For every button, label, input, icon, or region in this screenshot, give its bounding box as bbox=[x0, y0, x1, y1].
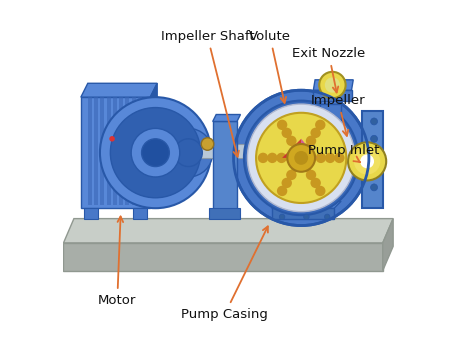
Polygon shape bbox=[88, 97, 92, 205]
Circle shape bbox=[286, 136, 297, 146]
Polygon shape bbox=[313, 80, 353, 90]
Circle shape bbox=[371, 184, 377, 191]
Circle shape bbox=[286, 170, 297, 180]
Polygon shape bbox=[383, 219, 393, 271]
Circle shape bbox=[310, 128, 321, 138]
Circle shape bbox=[142, 139, 169, 167]
Circle shape bbox=[310, 178, 321, 188]
Text: Exit Nozzle: Exit Nozzle bbox=[292, 47, 365, 92]
Polygon shape bbox=[119, 97, 123, 205]
Circle shape bbox=[256, 113, 346, 203]
Circle shape bbox=[287, 144, 315, 172]
Polygon shape bbox=[209, 208, 240, 219]
Polygon shape bbox=[157, 128, 189, 177]
Circle shape bbox=[306, 170, 316, 180]
Circle shape bbox=[371, 118, 377, 125]
Polygon shape bbox=[94, 97, 98, 205]
Circle shape bbox=[360, 154, 374, 168]
Polygon shape bbox=[272, 208, 334, 219]
Circle shape bbox=[306, 153, 317, 163]
Polygon shape bbox=[301, 139, 317, 158]
Polygon shape bbox=[107, 97, 111, 205]
Circle shape bbox=[258, 153, 268, 163]
Polygon shape bbox=[213, 115, 240, 121]
Circle shape bbox=[301, 162, 311, 172]
Polygon shape bbox=[157, 118, 192, 128]
Text: Volute: Volute bbox=[249, 30, 291, 103]
Polygon shape bbox=[84, 208, 98, 219]
Circle shape bbox=[354, 148, 380, 175]
Polygon shape bbox=[133, 208, 147, 219]
Circle shape bbox=[277, 186, 287, 196]
Circle shape bbox=[282, 178, 292, 188]
Circle shape bbox=[315, 120, 326, 130]
Polygon shape bbox=[131, 97, 136, 205]
Circle shape bbox=[306, 136, 316, 146]
Circle shape bbox=[100, 97, 211, 208]
Polygon shape bbox=[113, 97, 117, 205]
Polygon shape bbox=[313, 90, 352, 101]
Circle shape bbox=[109, 136, 115, 142]
Circle shape bbox=[277, 120, 287, 130]
Circle shape bbox=[131, 128, 180, 177]
Text: Pump Inlet: Pump Inlet bbox=[308, 144, 379, 162]
Polygon shape bbox=[272, 201, 341, 208]
Polygon shape bbox=[138, 97, 142, 205]
Polygon shape bbox=[189, 144, 272, 158]
Circle shape bbox=[325, 153, 335, 163]
Circle shape bbox=[285, 153, 296, 163]
Circle shape bbox=[201, 138, 214, 150]
Circle shape bbox=[315, 186, 326, 196]
Circle shape bbox=[334, 153, 345, 163]
Polygon shape bbox=[213, 121, 237, 215]
Polygon shape bbox=[362, 111, 383, 208]
Circle shape bbox=[276, 153, 287, 163]
Text: Impeller: Impeller bbox=[311, 94, 365, 136]
Text: Impeller Shaft: Impeller Shaft bbox=[161, 30, 255, 157]
Circle shape bbox=[234, 90, 369, 226]
Circle shape bbox=[291, 144, 301, 154]
Polygon shape bbox=[268, 128, 282, 184]
Circle shape bbox=[319, 72, 346, 98]
Polygon shape bbox=[64, 243, 383, 271]
Circle shape bbox=[325, 77, 340, 93]
Polygon shape bbox=[64, 219, 393, 243]
Polygon shape bbox=[81, 83, 157, 97]
Circle shape bbox=[371, 135, 377, 142]
Polygon shape bbox=[100, 97, 104, 205]
Polygon shape bbox=[282, 139, 301, 158]
Circle shape bbox=[371, 163, 377, 170]
Circle shape bbox=[279, 214, 285, 220]
Circle shape bbox=[348, 142, 386, 180]
Circle shape bbox=[247, 104, 355, 212]
Circle shape bbox=[110, 108, 201, 198]
Circle shape bbox=[294, 151, 308, 165]
Text: Pump Casing: Pump Casing bbox=[182, 226, 268, 321]
Circle shape bbox=[164, 128, 213, 177]
Polygon shape bbox=[320, 94, 346, 104]
Circle shape bbox=[291, 162, 301, 172]
Polygon shape bbox=[81, 97, 150, 208]
Polygon shape bbox=[125, 97, 129, 205]
Circle shape bbox=[304, 214, 309, 220]
Circle shape bbox=[282, 128, 292, 138]
Polygon shape bbox=[320, 104, 341, 139]
Circle shape bbox=[324, 214, 330, 220]
Polygon shape bbox=[150, 83, 157, 208]
Circle shape bbox=[316, 153, 326, 163]
Circle shape bbox=[244, 101, 358, 215]
Circle shape bbox=[174, 139, 202, 167]
Circle shape bbox=[267, 153, 277, 163]
Circle shape bbox=[301, 144, 311, 154]
Text: Motor: Motor bbox=[98, 217, 137, 307]
